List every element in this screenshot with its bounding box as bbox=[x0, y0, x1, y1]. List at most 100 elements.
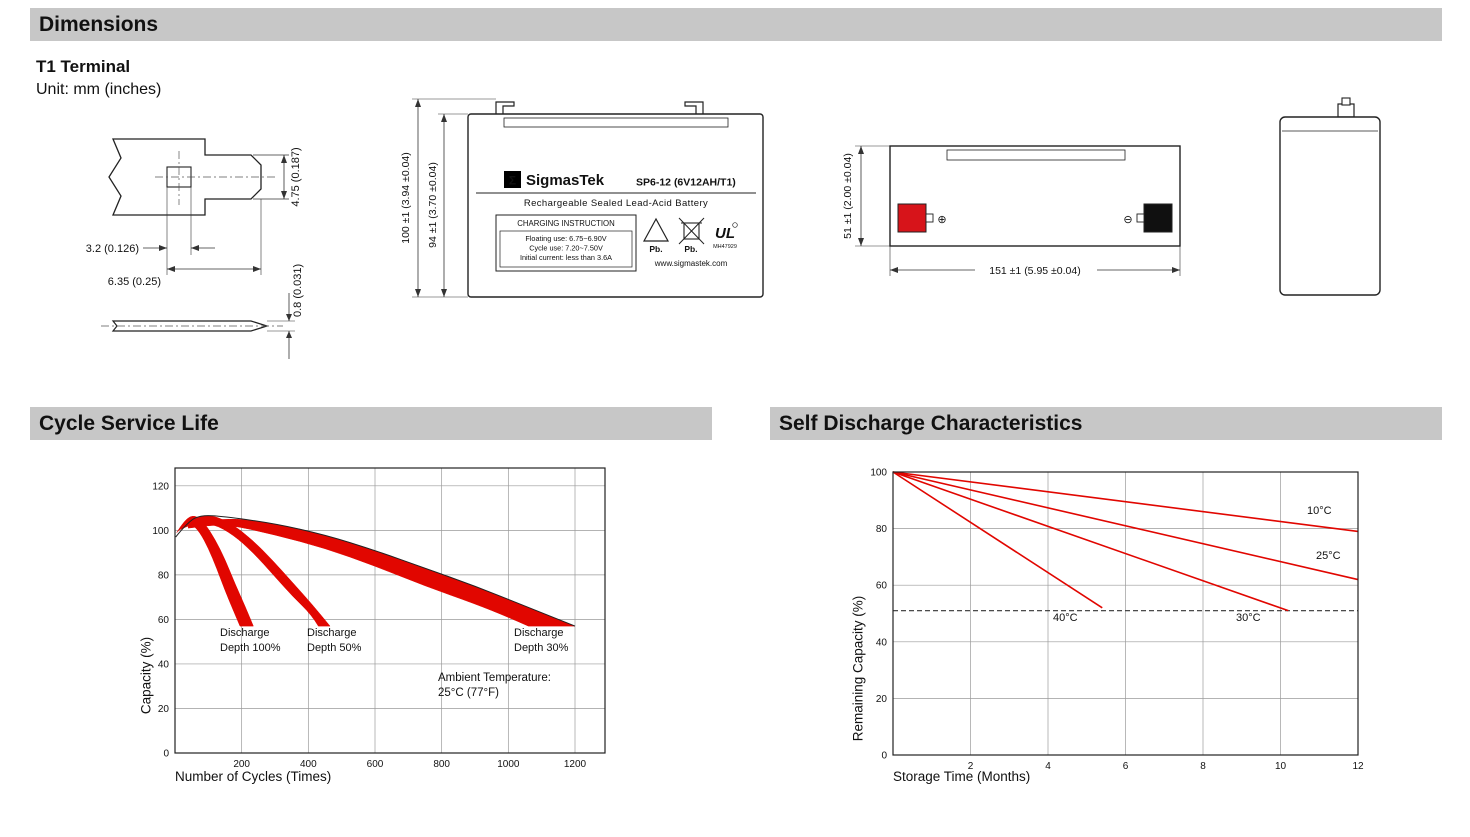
arrowhead bbox=[1172, 267, 1180, 273]
series-label-40c: 40°C bbox=[1053, 612, 1078, 624]
battery-case-outline bbox=[467, 113, 764, 298]
self-discharge-x-axis-label: Storage Time (Months) bbox=[893, 769, 1031, 784]
ul-file-number: MH47929 bbox=[713, 244, 737, 250]
dim-width-label: 51 ±1 (2.00 ±0.04) bbox=[842, 153, 854, 239]
charging-inner-box bbox=[499, 230, 633, 268]
crossed-bin-pb-icon bbox=[678, 217, 705, 245]
arrowhead bbox=[858, 238, 864, 246]
dim-overall-height-label: 100 ±1 (3.94 ±0.04) bbox=[400, 152, 412, 244]
charging-line-3: Initial current: less than 3.6A bbox=[520, 253, 612, 262]
arrowhead bbox=[286, 314, 292, 321]
dim-slot-width-label: 3.2 (0.126) bbox=[86, 243, 139, 255]
series-label-25c: 25°C bbox=[1316, 550, 1341, 562]
y-tick-label: 40 bbox=[876, 637, 888, 648]
plus-symbol: ⊕ bbox=[937, 214, 946, 226]
series-label-10c: 10°C bbox=[1307, 505, 1332, 517]
arrowhead bbox=[167, 266, 175, 272]
y-tick-label: 120 bbox=[152, 481, 169, 492]
x-tick-label: 12 bbox=[1352, 761, 1364, 772]
section-header-self-discharge: Self Discharge Characteristics bbox=[770, 407, 1442, 440]
y-tick-label: 20 bbox=[876, 694, 888, 705]
x-tick-label: 200 bbox=[233, 759, 250, 770]
y-tick-label: 100 bbox=[870, 468, 887, 479]
annotation-discharge-depth-50: Discharge Depth 50% bbox=[307, 627, 362, 654]
minus-symbol: ⊖ bbox=[1123, 214, 1132, 226]
charging-instruction-box bbox=[495, 214, 637, 272]
bin-pb-label: Pb. bbox=[684, 244, 697, 254]
plot-border bbox=[174, 467, 606, 754]
dim-tab-height-label: 4.75 (0.187) bbox=[290, 147, 302, 206]
brand-sigma-box bbox=[504, 171, 521, 188]
x-tick-label: 10 bbox=[1275, 761, 1287, 772]
arrowhead bbox=[286, 331, 292, 338]
y-tick-label: 80 bbox=[876, 524, 888, 535]
battery-side-outline bbox=[889, 145, 1181, 247]
x-tick-label: 600 bbox=[367, 759, 384, 770]
plot-border bbox=[892, 471, 1359, 756]
x-tick-label: 4 bbox=[1045, 761, 1051, 772]
section-header-dimensions: Dimensions bbox=[30, 8, 1442, 41]
dim-tab-width-label: 6.35 (0.25) bbox=[108, 276, 161, 288]
recycle-pb-icon bbox=[642, 217, 670, 242]
negative-terminal bbox=[1143, 203, 1173, 233]
terminal-detail-drawing: 4.75 (0.187) 3.2 (0.126) 6.35 (0.25) 0.8… bbox=[86, 138, 304, 359]
arrowhead bbox=[415, 289, 421, 297]
x-tick-label: 8 bbox=[1200, 761, 1206, 772]
x-tick-label: 2 bbox=[968, 761, 974, 772]
charging-line-2: Cycle use: 7.20~7.50V bbox=[529, 244, 603, 253]
y-tick-label: 40 bbox=[158, 659, 170, 670]
terminal-type-title: T1 Terminal bbox=[36, 57, 131, 76]
brand-name: SigmasTek bbox=[526, 172, 605, 189]
terminal-tab-left bbox=[495, 101, 515, 114]
annotation-discharge-depth-100: Discharge Depth 100% bbox=[220, 627, 281, 654]
charging-instruction-title: CHARGING INSTRUCTION bbox=[517, 219, 614, 228]
series-line bbox=[892, 471, 1103, 609]
registered-mark-icon bbox=[732, 222, 738, 228]
y-tick-label: 60 bbox=[158, 615, 170, 626]
arrowhead bbox=[415, 99, 421, 107]
model-label: SP6-12 (6V12AH/T1) bbox=[636, 177, 736, 189]
section-header-cycle-service-life: Cycle Service Life bbox=[30, 407, 712, 440]
recycle-pb-label: Pb. bbox=[649, 244, 662, 254]
battery-front-view-drawing: 100 ±1 (3.94 ±0.04) 94 ±1 (3.70 ±0.04) Σ… bbox=[400, 98, 764, 298]
cycle-service-life-chart: 200 400 600 800 1000 1200 0 20 40 60 80 100 120 bbox=[152, 467, 606, 770]
battery-side-view-drawing: 51 ±1 (2.00 ±0.04) ⊕ ⊖ 151 ±1 (5.95 ±0.0… bbox=[842, 145, 1181, 277]
positive-terminal-tab bbox=[925, 213, 934, 223]
battery-type-label: Rechargeable Sealed Lead-Acid Battery bbox=[524, 198, 708, 209]
x-tick-label: 6 bbox=[1123, 761, 1129, 772]
top-groove bbox=[503, 117, 729, 128]
annotation-discharge-depth-30: Discharge Depth 30% bbox=[514, 627, 569, 654]
y-tick-label: 100 bbox=[152, 526, 169, 537]
ul-mark-icon: UL bbox=[715, 225, 735, 242]
annotation-ambient-temperature: Ambient Temperature: 25°C (77°F) bbox=[438, 672, 551, 700]
terminal-top-view-outline bbox=[108, 138, 262, 216]
terminal-tab-right bbox=[684, 101, 704, 114]
arrowhead bbox=[159, 245, 167, 251]
positive-terminal bbox=[897, 203, 927, 233]
cycle-chart-y-axis-label: Capacity (%) bbox=[138, 636, 154, 715]
y-tick-label: 60 bbox=[876, 581, 888, 592]
y-tick-label: 80 bbox=[158, 570, 170, 581]
series-label-30c: 30°C bbox=[1236, 612, 1261, 624]
arrowhead bbox=[858, 146, 864, 154]
battery-end-view-drawing bbox=[1279, 97, 1381, 296]
dim-tab-thickness-label: 0.8 (0.031) bbox=[292, 264, 304, 317]
series-line bbox=[892, 471, 1359, 533]
charging-line-1: Floating use: 6.75~6.90V bbox=[525, 234, 606, 243]
arrowhead bbox=[281, 191, 287, 199]
arrowhead bbox=[253, 266, 261, 272]
y-tick-label: 0 bbox=[163, 749, 169, 760]
dim-length-label: 151 ±1 (5.95 ±0.04) bbox=[989, 265, 1081, 277]
x-tick-label: 400 bbox=[300, 759, 317, 770]
arrowhead bbox=[191, 245, 199, 251]
arrowhead bbox=[441, 289, 447, 297]
series-line bbox=[892, 471, 1289, 612]
envelope-curve bbox=[175, 515, 576, 627]
negative-terminal-tab bbox=[1136, 213, 1145, 223]
y-tick-label: 0 bbox=[881, 751, 887, 762]
website-label: www.sigmastek.com bbox=[654, 259, 728, 268]
terminal-post bbox=[1337, 103, 1355, 118]
self-discharge-chart: 2 4 6 8 10 12 0 20 40 60 80 100 bbox=[870, 468, 1364, 773]
x-tick-label: 1000 bbox=[497, 759, 520, 770]
brand-sigma: Σ bbox=[509, 174, 516, 188]
